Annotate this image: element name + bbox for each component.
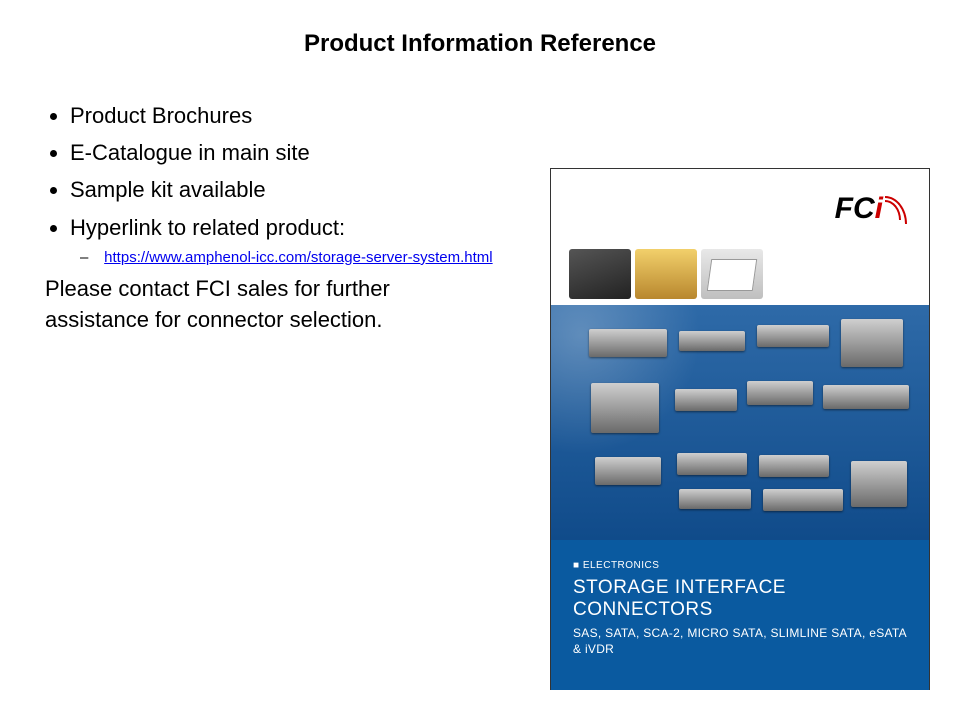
logo-text-fc: FC: [835, 192, 875, 226]
paragraph-line: assistance for connector selection.: [45, 307, 383, 332]
fci-logo: FCi: [835, 192, 909, 226]
connector-icon: [851, 461, 907, 507]
logo-text-i: i: [875, 192, 883, 226]
connector-icon: [595, 457, 661, 485]
thumbnail-icon: [569, 249, 631, 299]
logo-arc-icon: [885, 194, 909, 224]
connector-icon: [759, 455, 829, 477]
bullet-item: E-Catalogue in main site: [70, 135, 570, 170]
sub-bullet-list: https://www.amphenol-icc.com/storage-ser…: [30, 249, 570, 266]
left-column: Product Brochures E-Catalogue in main si…: [30, 98, 570, 335]
bullet-list: Product Brochures E-Catalogue in main si…: [30, 98, 570, 245]
brochure-category: ■ ELECTRONICS: [573, 560, 907, 571]
connector-icon: [757, 325, 829, 347]
connector-icon: [679, 489, 751, 509]
connector-icon: [675, 389, 737, 411]
connector-icon: [677, 453, 747, 475]
product-hyperlink[interactable]: https://www.amphenol-icc.com/storage-ser…: [104, 249, 492, 266]
thumbnail-icon: [635, 249, 697, 299]
connectors-graphic: [551, 305, 929, 540]
thumbnail-icon: [701, 249, 763, 299]
paragraph-line: Please contact FCI sales for further: [45, 276, 390, 301]
brochure-thumbnails: [551, 249, 929, 299]
connector-icon: [679, 331, 745, 351]
bullet-item: Product Brochures: [70, 98, 570, 133]
connector-icon: [763, 489, 843, 511]
page-title: Product Information Reference: [30, 30, 930, 58]
connector-icon: [591, 383, 659, 433]
connector-icon: [747, 381, 813, 405]
brochure-header: FCi: [551, 169, 929, 249]
brochure-footer: ■ ELECTRONICS STORAGE INTERFACE CONNECTO…: [551, 540, 929, 690]
connector-icon: [589, 329, 667, 357]
brochure-headline: STORAGE INTERFACE CONNECTORS: [573, 577, 907, 621]
bullet-item: Hyperlink to related product:: [70, 210, 570, 245]
brochure-subtitle: SAS, SATA, SCA-2, MICRO SATA, SLIMLINE S…: [573, 625, 907, 657]
brochure-preview: FCi ■ ELECTRONICS STORAGE INTERFACE CONN…: [550, 168, 930, 690]
connector-icon: [841, 319, 903, 367]
connector-icon: [823, 385, 909, 409]
brochure-product-area: [551, 305, 929, 540]
slide: Product Information Reference Product Br…: [0, 0, 960, 720]
bullet-item: Sample kit available: [70, 172, 570, 207]
contact-paragraph: Please contact FCI sales for further ass…: [30, 274, 570, 336]
sub-bullet-item: https://www.amphenol-icc.com/storage-ser…: [100, 249, 570, 266]
